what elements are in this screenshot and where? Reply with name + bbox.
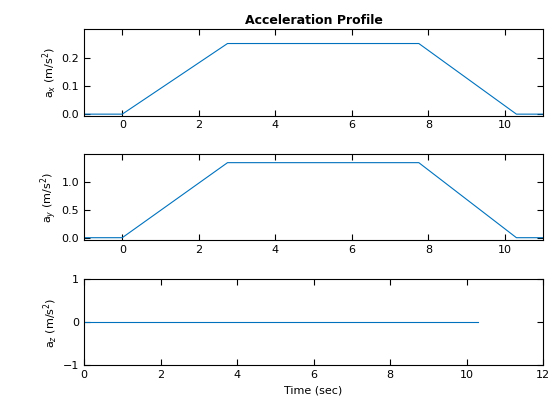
Y-axis label: a$_y$ (m/s$^2$): a$_y$ (m/s$^2$) <box>38 172 59 223</box>
Y-axis label: a$_x$ (m/s$^2$): a$_x$ (m/s$^2$) <box>40 47 59 98</box>
Y-axis label: a$_z$ (m/s$^2$): a$_z$ (m/s$^2$) <box>42 297 60 347</box>
Title: Acceleration Profile: Acceleration Profile <box>245 14 382 27</box>
X-axis label: Time (sec): Time (sec) <box>284 386 343 396</box>
